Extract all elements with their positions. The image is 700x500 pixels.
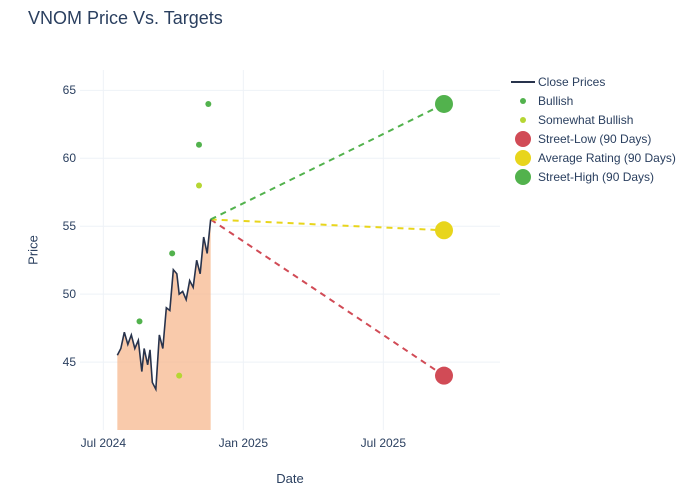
legend-label: Somewhat Bullish: [538, 113, 633, 127]
legend-item[interactable]: Street-Low (90 Days): [508, 129, 676, 148]
legend-item[interactable]: Somewhat Bullish: [508, 110, 676, 129]
chart-plot: [80, 70, 500, 430]
y-tick-label: 60: [40, 151, 80, 165]
y-tick-label: 55: [40, 219, 80, 233]
legend-label: Average Rating (90 Days): [538, 151, 676, 165]
x-axis-label: Date: [276, 471, 303, 486]
legend-item[interactable]: Bullish: [508, 91, 676, 110]
y-tick-label: 45: [40, 355, 80, 369]
legend-label: Street-Low (90 Days): [538, 132, 651, 146]
legend-label: Street-High (90 Days): [538, 170, 654, 184]
legend-item[interactable]: Average Rating (90 Days): [508, 148, 676, 167]
chart-title: VNOM Price Vs. Targets: [28, 8, 223, 29]
legend-label: Bullish: [538, 94, 573, 108]
legend-label: Close Prices: [538, 75, 605, 89]
chart-container: VNOM Price Vs. Targets 45 50 55 60 65 Jul 202…: [0, 0, 700, 500]
x-tick-label: Jan 2025: [219, 430, 268, 450]
chart-legend: Close Prices Bullish Somewhat Bullish Stree…: [508, 72, 676, 186]
x-tick-label: Jul 2024: [81, 430, 126, 450]
y-tick-label: 50: [40, 287, 80, 301]
legend-item[interactable]: Street-High (90 Days): [508, 167, 676, 186]
legend-item[interactable]: Close Prices: [508, 72, 676, 91]
y-tick-label: 65: [40, 83, 80, 97]
x-tick-label: Jul 2025: [361, 430, 406, 450]
y-axis-label: Price: [25, 235, 40, 265]
